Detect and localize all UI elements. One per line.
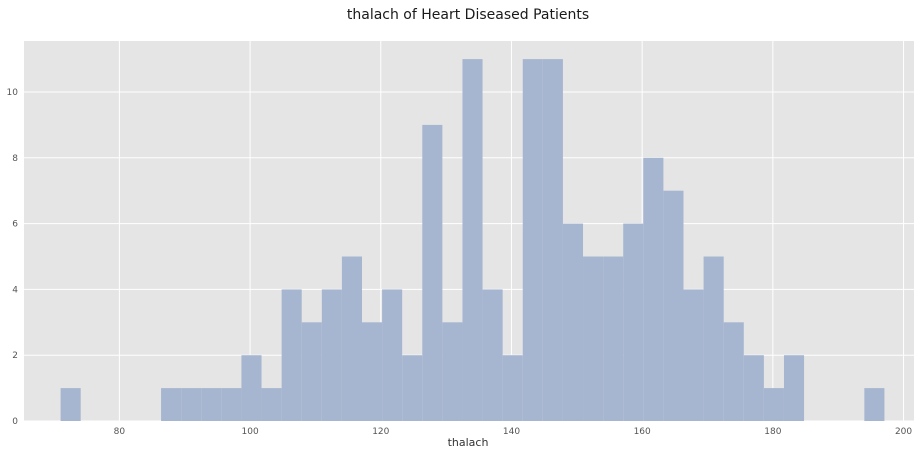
histogram-bar <box>321 289 342 421</box>
histogram-bar <box>201 388 222 421</box>
histogram-bar <box>161 388 182 421</box>
histogram-bar <box>663 190 684 421</box>
histogram-bars <box>60 59 885 421</box>
histogram-bar <box>703 256 724 421</box>
histogram-bar <box>683 289 704 421</box>
x-tick-label: 120 <box>372 427 389 437</box>
histogram-bar <box>422 124 443 421</box>
histogram-bar <box>522 59 543 421</box>
histogram-bar <box>442 322 463 421</box>
y-tick-label: 2 <box>12 351 18 361</box>
y-tick-label: 0 <box>12 417 18 427</box>
x-axis-label: thalach <box>448 436 489 449</box>
chart-title: thalach of Heart Diseased Patients <box>347 7 589 23</box>
histogram-bar <box>221 388 242 421</box>
histogram-bar <box>281 289 302 421</box>
histogram-bar <box>462 59 483 421</box>
histogram-bar <box>60 388 81 421</box>
x-tick-label: 140 <box>503 427 520 437</box>
histogram-bar <box>361 322 383 421</box>
histogram-bar <box>583 256 604 421</box>
y-tick-label: 6 <box>12 220 18 230</box>
y-tick-label: 4 <box>12 285 18 295</box>
histogram-bar <box>301 322 322 421</box>
x-tick-label: 180 <box>764 427 781 437</box>
histogram-bar <box>261 388 282 421</box>
histogram-bar <box>562 223 584 421</box>
histogram-bar <box>723 322 744 421</box>
histogram-bar <box>542 59 563 421</box>
x-tick-label: 160 <box>634 427 651 437</box>
histogram-bar <box>623 223 644 421</box>
histogram-bar <box>502 355 523 421</box>
y-tick-label: 10 <box>7 88 19 98</box>
x-tick-label: 200 <box>895 427 912 437</box>
y-tick-label: 8 <box>12 154 18 164</box>
histogram-bar <box>864 388 885 421</box>
histogram-bar <box>482 289 503 421</box>
histogram-bar <box>341 256 362 421</box>
histogram-bar <box>783 355 805 421</box>
histogram-bar <box>382 289 403 421</box>
histogram-bar <box>402 355 423 421</box>
histogram-bar <box>241 355 262 421</box>
x-axis-ticks: 80 100 120 140 160 180 200 <box>114 427 913 437</box>
x-tick-label: 100 <box>242 427 259 437</box>
histogram-bar <box>743 355 764 421</box>
histogram-bar <box>763 388 784 421</box>
y-axis-ticks: 0 2 4 6 8 10 <box>7 88 19 427</box>
histogram-bar <box>181 388 202 421</box>
histogram-bar <box>603 256 624 421</box>
x-tick-label: 80 <box>114 427 126 437</box>
histogram-bar <box>643 157 664 421</box>
